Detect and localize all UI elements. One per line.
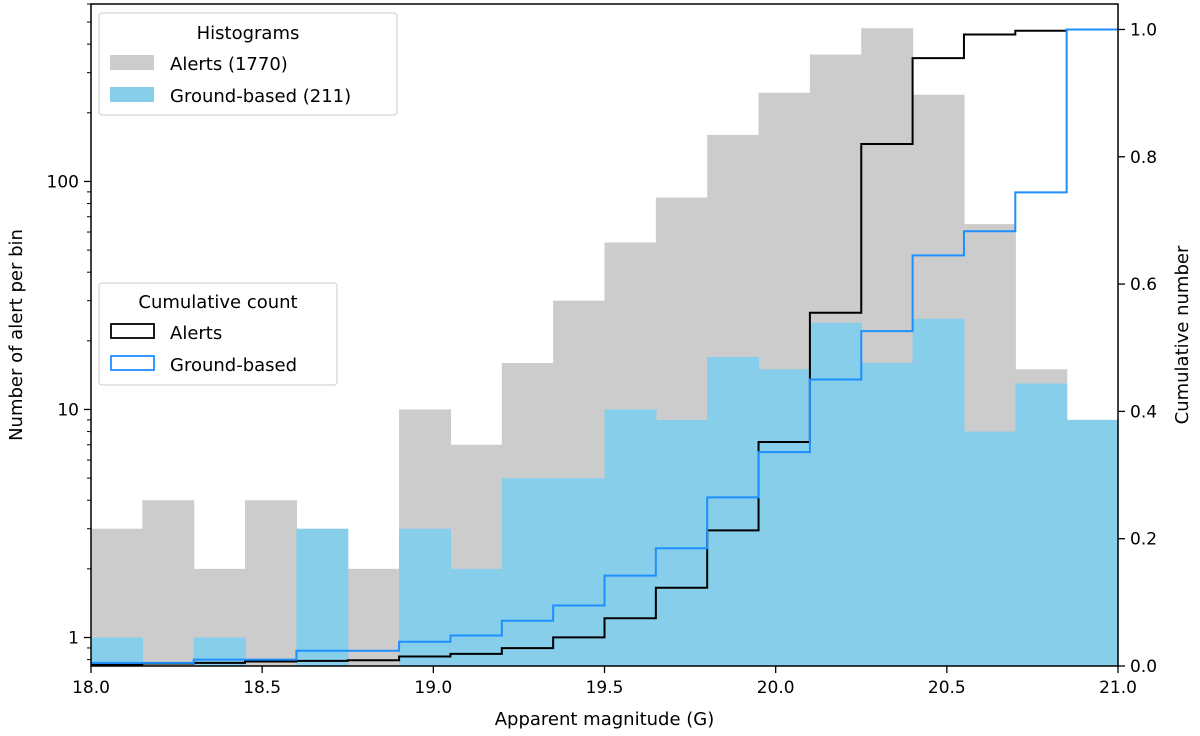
histogram-bar [758,369,811,666]
legend-cumulative-box [98,282,338,386]
y-right-tick-label: 0.8 [1130,148,1157,168]
x-axis-label: Apparent magnitude (G) [495,709,715,730]
histogram-bar [193,637,246,666]
x-axis: 18.0 18.5 19.0 19.5 20.0 20.5 21.0 [72,666,1137,698]
cumulative-lines [91,28,1118,666]
x-tick-label: 20.0 [757,678,795,698]
legend-entry-alerts: Alerts (1770) [170,54,288,75]
histogram-ground-based-bars [91,318,1119,666]
legend-entry-cumulative-alerts: Alerts [170,323,222,344]
x-tick-label: 19.0 [414,678,452,698]
histogram-bar [91,637,143,666]
histogram-bar [604,409,657,666]
histogram-bar [450,568,503,666]
legend-entry-cumulative-ground-based: Ground-based [170,355,297,376]
legend-entry-ground-based: Ground-based (211) [170,86,351,107]
histogram-bar [245,500,297,666]
histogram-bar [1066,419,1119,666]
cumulative-line-alerts [91,28,1118,666]
histogram-bar [399,528,452,666]
legend-swatch-cumulative-alerts [110,323,155,339]
histogram-bar [707,356,760,666]
cumulative-line-ground-based [91,28,1118,664]
legend-cumulative-title: Cumulative count [138,292,297,313]
y-axis-right-label: Cumulative number [1172,245,1193,424]
histogram-bar [296,528,349,666]
y-right-tick-label: 0.2 [1130,530,1157,550]
x-tick-label: 21.0 [1099,678,1137,698]
y-left-tick-label: 10 [57,400,79,420]
y-right-tick-label: 1.0 [1130,20,1157,40]
histogram-bar [809,322,862,666]
histogram-bar [553,478,606,666]
legend-cumulative: Cumulative count Alerts Ground-based [98,282,338,386]
y-axis-left: 1 10 100 [47,3,91,661]
histogram-bar [142,500,195,666]
histogram-bar [912,318,965,666]
y-left-tick-label: 1 [68,629,79,649]
y-axis-right: 0.0 0.2 0.4 0.6 0.8 1.0 [1118,20,1157,677]
legend-histograms-title: Histograms [197,23,300,44]
y-right-tick-label: 0.4 [1130,402,1157,422]
legend-swatch-alerts [110,55,154,70]
x-tick-label: 18.0 [72,678,110,698]
y-left-tick-label: 100 [47,172,79,192]
y-right-tick-label: 0.0 [1130,657,1157,677]
histogram-bar [861,362,914,666]
y-axis-left-label: Number of alert per bin [6,229,27,441]
x-tick-label: 18.5 [243,678,281,698]
legend-swatch-ground-based [110,87,154,102]
x-tick-label: 20.5 [928,678,966,698]
histogram-bar [655,419,708,666]
histogram-bar [501,478,554,666]
legend-histograms: Histograms Alerts (1770) Ground-based (2… [98,12,398,116]
x-tick-label: 19.5 [586,678,624,698]
histogram-bar [1015,383,1068,666]
y-right-tick-label: 0.6 [1130,275,1157,295]
legend-histograms-box [98,12,398,116]
legend-swatch-cumulative-ground-based [110,355,155,371]
histogram-bar [963,431,1016,666]
